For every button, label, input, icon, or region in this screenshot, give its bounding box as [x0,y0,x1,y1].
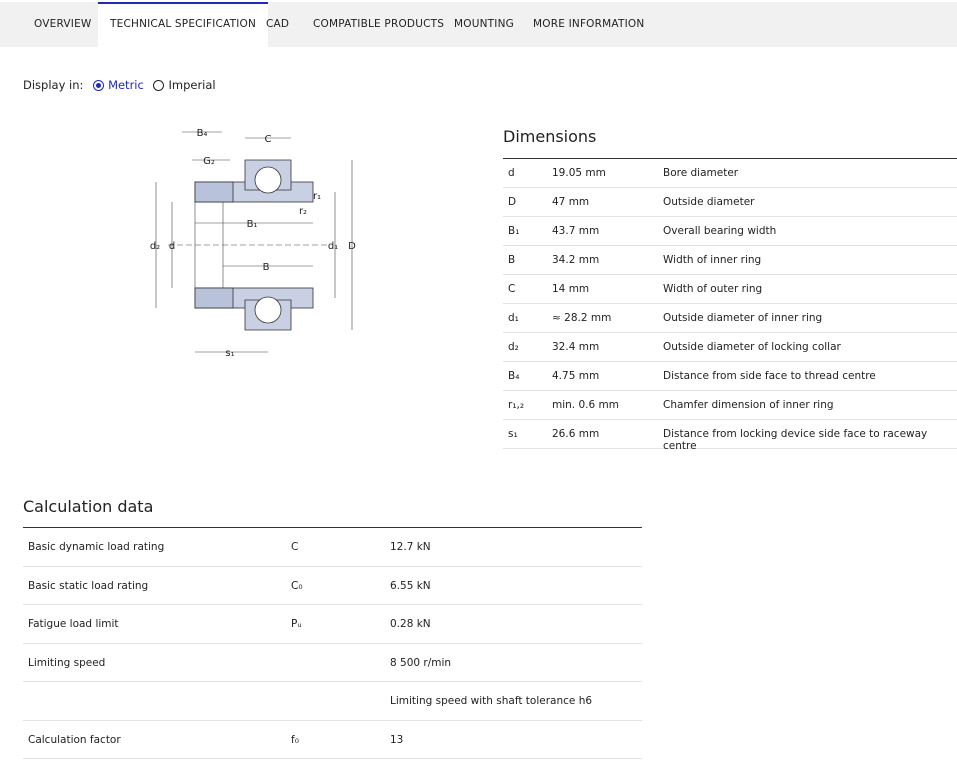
dimension-value: min. 0.6 mm [552,399,619,411]
tab[interactable]: MORE INFORMATION [533,18,645,30]
label-b1: B₁ [247,219,258,230]
collar-bottom [194,287,234,309]
ball-bottom [254,296,282,324]
display-label: Display in: [23,78,84,92]
tab[interactable]: OVERVIEW [34,18,92,30]
tab[interactable]: CAD [266,18,290,30]
dimension-description: Distance from locking device side face t… [663,428,928,452]
calculation-name: Calculation factor [28,733,121,746]
calculation-symbol: f₀ [291,733,299,746]
dimension-symbol: s₁ [508,428,518,440]
dimensions-title: Dimensions [503,127,597,146]
calculation-symbol: C [291,541,299,553]
dimension-row: s₁ 26.6 mm Distance from locking device si… [503,420,957,452]
dimension-symbol: B [508,254,516,266]
calculation-symbol: C₀ [291,579,303,592]
dimension-row: B₁ 43.7 mm Overall bearing width [503,217,957,246]
calculation-value: 0.28 kN [390,618,431,630]
dimension-description: Width of inner ring [663,254,762,266]
dimension-value: 43.7 mm [552,225,600,237]
dimension-description: Outside diameter of inner ring [663,312,823,324]
dimension-symbol: d₂ [508,341,519,353]
dimension-row: r₁,₂ min. 0.6 mm Chamfer dimension of inne… [503,391,957,420]
label-D: D [348,241,356,252]
calculation-value: 12.7 kN [390,541,431,553]
dimension-description: Width of outer ring [663,283,763,295]
dimension-value: 47 mm [552,196,590,208]
label-c: C [265,134,272,145]
label-r1: r₁ [313,191,321,202]
dimension-description: Outside diameter of locking collar [663,341,841,353]
calculation-table: Basic dynamic load rating C 12.7 kN Basic s… [23,527,642,759]
label-d: d [169,241,175,252]
tab[interactable]: MOUNTING [454,18,514,30]
dimension-symbol: d₁ [508,312,519,324]
dimension-row: B₄ 4.75 mm Distance from side face to thre… [503,362,957,391]
calculation-name: Fatigue load limit [28,618,119,630]
display-units: Display in: Metric Imperial [23,78,216,92]
calculation-value: 6.55 kN [390,579,431,592]
dimension-symbol: r₁,₂ [508,399,525,411]
option-metric[interactable]: Metric [108,78,144,92]
label-g2: G₂ [203,156,215,167]
calculation-name: Basic static load rating [28,579,149,592]
dimension-description: Outside diameter [663,196,755,208]
dimension-symbol: C [508,283,516,295]
dimension-value: 4.75 mm [552,370,600,382]
dimension-row: d₂ 32.4 mm Outside diameter of locking col… [503,333,957,362]
dimension-row: d₁ ≈ 28.2 mm Outside diameter of inner rin… [503,304,957,333]
calculation-title: Calculation data [23,497,154,516]
calculation-value: 8 500 r/min [390,656,452,669]
calculation-row: Calculation factor f₀ 13 [23,721,642,759]
dimension-symbol: B₁ [508,225,520,237]
calculation-value: 13 [390,733,404,746]
label-B: B [263,262,270,273]
bearing-drawing: B₄ G₂ C B₁ r₂ r₁ d₂ d d₁ D B s₁ [150,128,356,359]
calculation-row: Basic static load rating C₀ 6.55 kN [23,567,642,605]
dimension-value: 19.05 mm [552,167,606,179]
dimension-lines [155,131,353,353]
collar-top [194,181,234,203]
dimension-symbol: B₄ [508,370,520,382]
option-imperial[interactable]: Imperial [168,78,216,92]
dimension-row: C 14 mm Width of outer ring [503,275,957,304]
tab-bar: OVERVIEW TECHNICAL SPECIFICATION CAD COMPAT… [0,2,957,47]
calculation-row: Limiting speed with shaft tolerance h6 [23,682,642,721]
dimension-description: Distance from side face to thread centre [663,370,876,382]
label-d1: d₁ [328,241,338,252]
dimension-description: Chamfer dimension of inner ring [663,399,834,411]
tab[interactable]: COMPATIBLE PRODUCTS [313,18,445,30]
label-d2: d₂ [150,241,160,252]
label-r2: r₂ [299,206,307,217]
dimension-symbol: d [508,167,515,179]
dimensions-table: d 19.05 mm Bore diameter D 47 mm Outside diam… [503,158,957,452]
tab[interactable]: TECHNICAL SPECIFICATION [98,2,269,47]
dimension-value: 26.6 mm [552,428,600,440]
label-s1: s₁ [225,348,234,359]
ball-top [254,166,282,194]
calculation-value: Limiting speed with shaft tolerance h6 [390,695,593,707]
dimension-value: 34.2 mm [552,254,600,266]
calculation-row: Fatigue load limit Pᵤ 0.28 kN [23,605,642,644]
label-b4: B₄ [197,128,208,139]
dimension-row: B 34.2 mm Width of inner ring [503,246,957,275]
calculation-row: Limiting speed 8 500 r/min [23,644,642,682]
radio-metric[interactable] [93,80,105,91]
calculation-symbol: Pᵤ [291,618,302,630]
radio-imperial[interactable] [153,80,165,91]
dimension-row: D 47 mm Outside diameter [503,188,957,217]
calculation-name: Basic dynamic load rating [28,541,165,553]
calculation-name: Limiting speed [28,656,106,669]
dimension-value: 14 mm [552,283,590,295]
dimension-description: Bore diameter [663,167,739,179]
dimension-symbol: D [508,196,517,208]
dimension-value: ≈ 28.2 mm [552,312,612,324]
calculation-row: Basic dynamic load rating C 12.7 kN [23,528,642,567]
dimension-value: 32.4 mm [552,341,600,353]
dimension-description: Overall bearing width [663,225,777,237]
dimension-row: d 19.05 mm Bore diameter [503,159,957,188]
